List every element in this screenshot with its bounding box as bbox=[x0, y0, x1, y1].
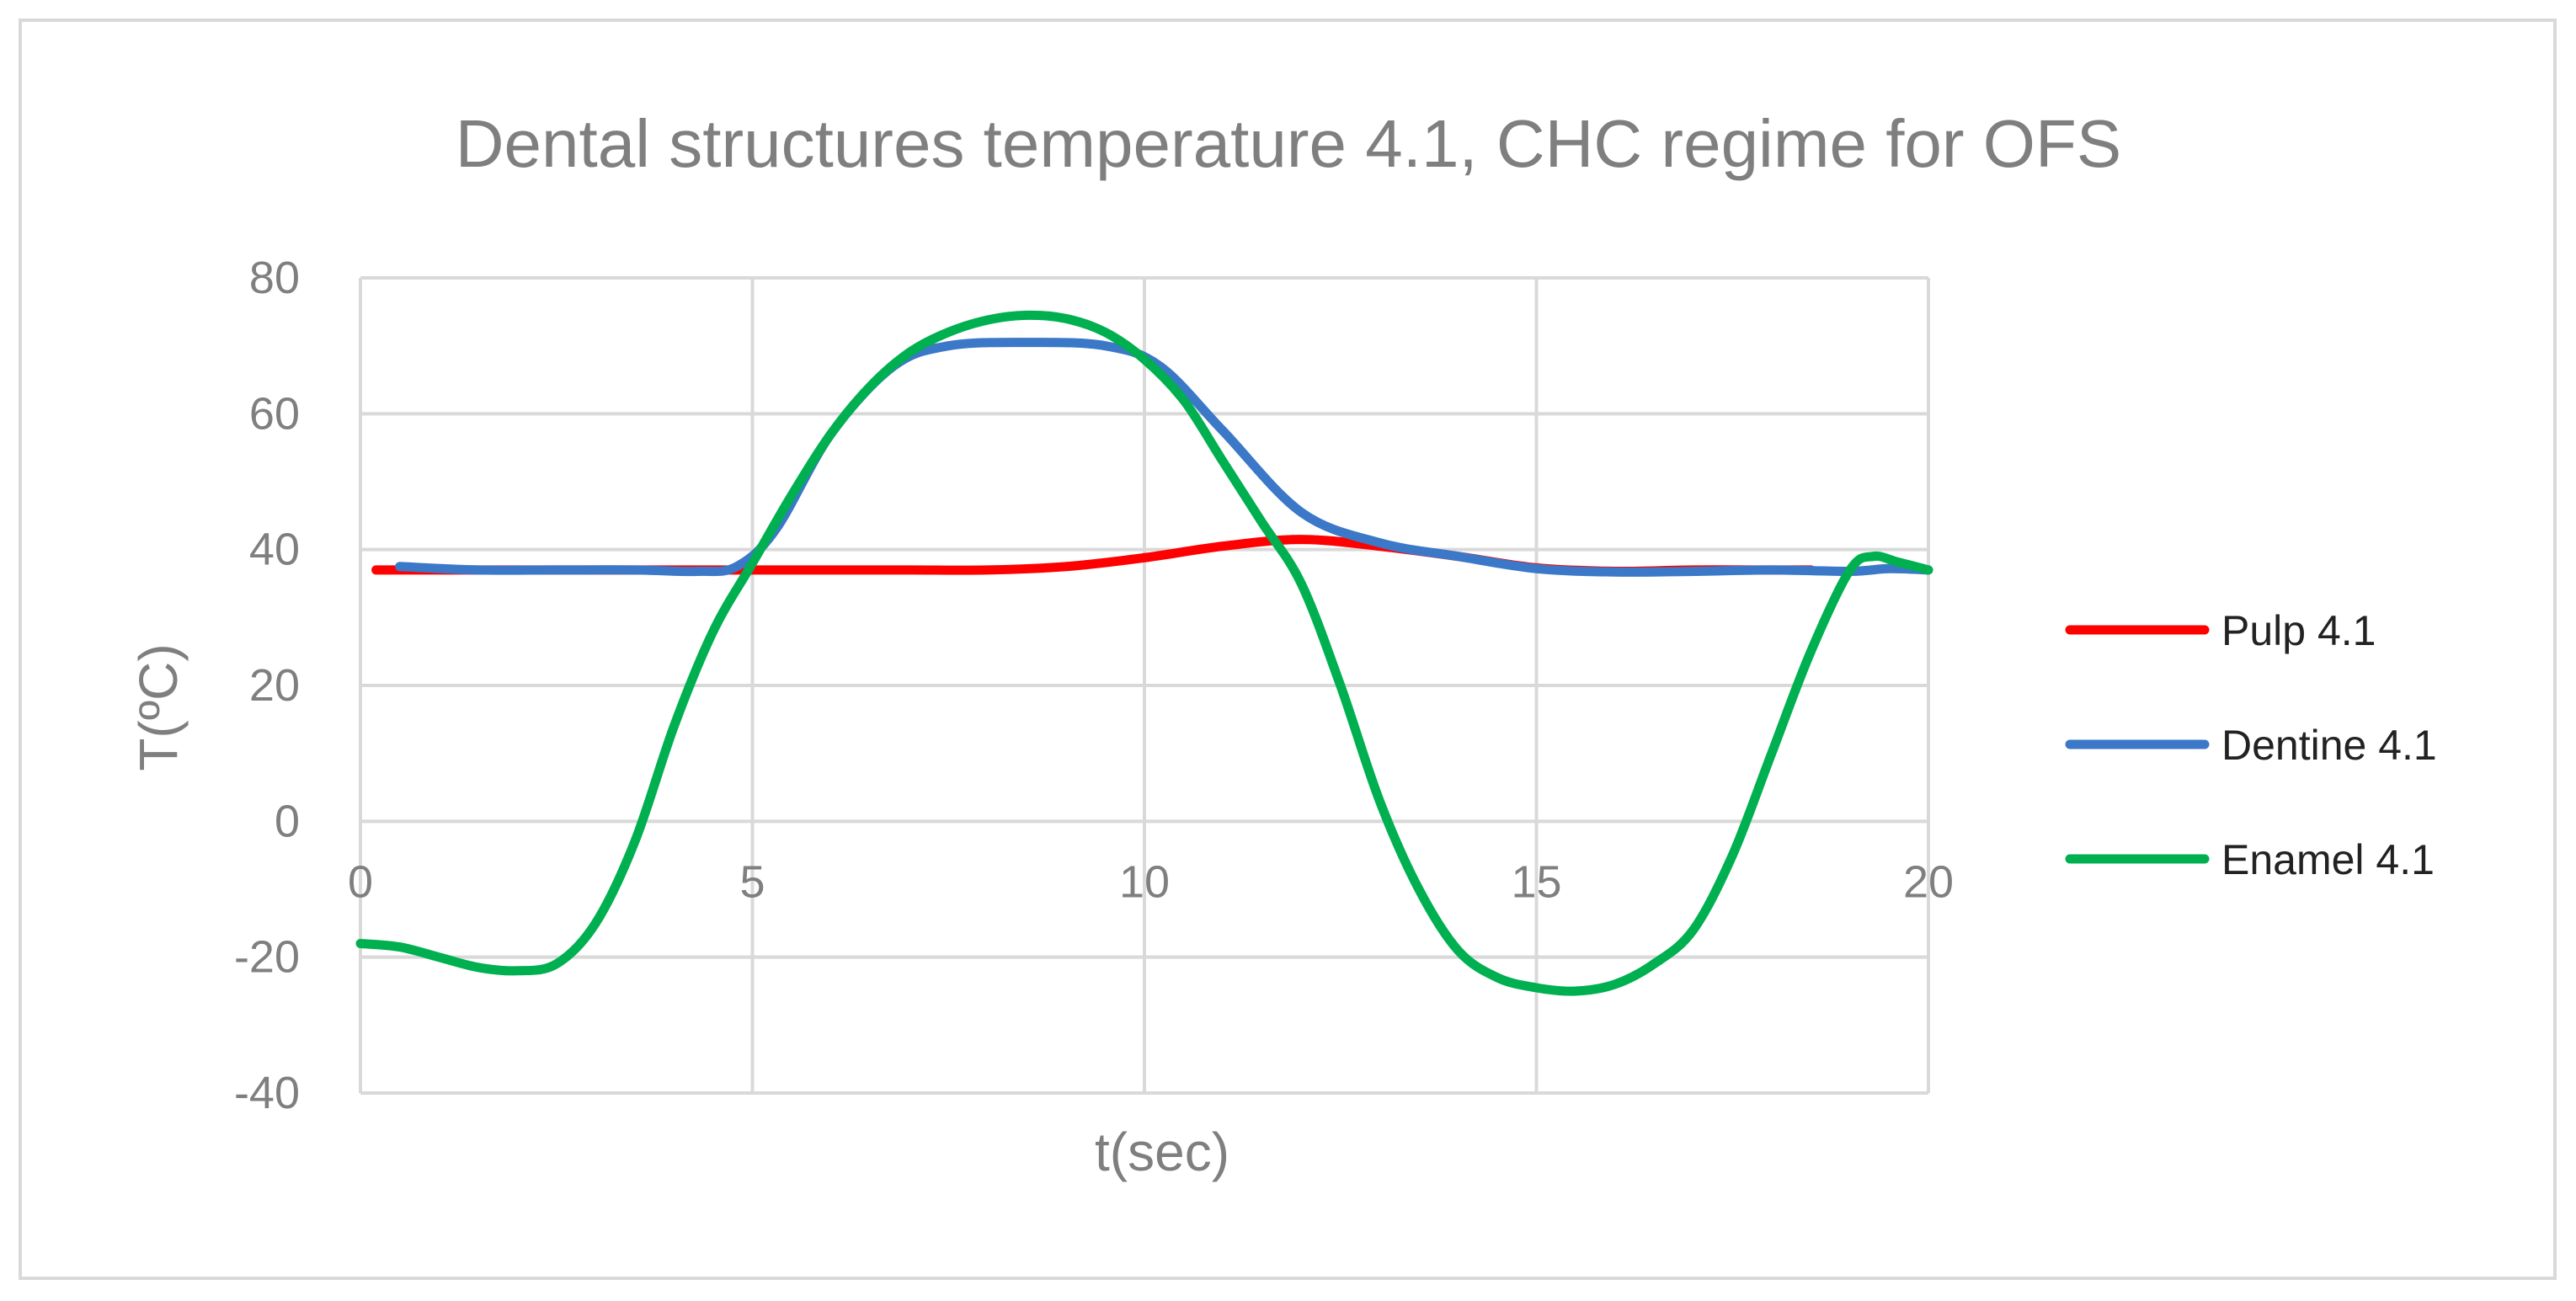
y-axis-title: T(ºC) bbox=[128, 643, 189, 770]
y-tick-label: 60 bbox=[249, 388, 300, 439]
y-tick-label: 80 bbox=[249, 253, 300, 303]
x-tick-label: 20 bbox=[1903, 856, 1954, 907]
legend-entry-dentine-4-1: Dentine 4.1 bbox=[2065, 722, 2437, 769]
x-tick-label: 5 bbox=[739, 856, 765, 907]
y-tick-label: 0 bbox=[275, 796, 300, 846]
legend-entry-pulp-4-1: Pulp 4.1 bbox=[2065, 607, 2376, 654]
legend-label: Pulp 4.1 bbox=[2221, 607, 2376, 654]
y-tick-label: -20 bbox=[234, 932, 300, 983]
axes bbox=[359, 278, 1928, 1093]
grid bbox=[360, 276, 1930, 1095]
chart-title: Dental structures temperature 4.1, CHC r… bbox=[456, 106, 2121, 181]
series-lines bbox=[355, 310, 1933, 996]
chart-border bbox=[19, 19, 2557, 1280]
y-tick-label: 40 bbox=[249, 525, 300, 575]
series-line-enamel-4-1 bbox=[355, 310, 1933, 996]
x-tick-label: 15 bbox=[1511, 856, 1561, 907]
legend: Pulp 4.1 Dentine 4.1 Enamel 4.1 bbox=[2065, 607, 2437, 883]
legend-label: Dentine 4.1 bbox=[2221, 722, 2437, 769]
x-axis-title: t(sec) bbox=[1095, 1122, 1229, 1182]
tick-labels: 0 5 10 15 20 -40 -20 0 20 40 60 80 bbox=[234, 253, 1954, 1118]
x-tick-label: 0 bbox=[348, 856, 373, 907]
legend-label: Enamel 4.1 bbox=[2221, 836, 2435, 883]
y-tick-label: 20 bbox=[249, 660, 300, 711]
y-tick-label: -40 bbox=[234, 1068, 300, 1118]
x-tick-label: 10 bbox=[1119, 856, 1170, 907]
legend-entry-enamel-4-1: Enamel 4.1 bbox=[2065, 836, 2435, 883]
